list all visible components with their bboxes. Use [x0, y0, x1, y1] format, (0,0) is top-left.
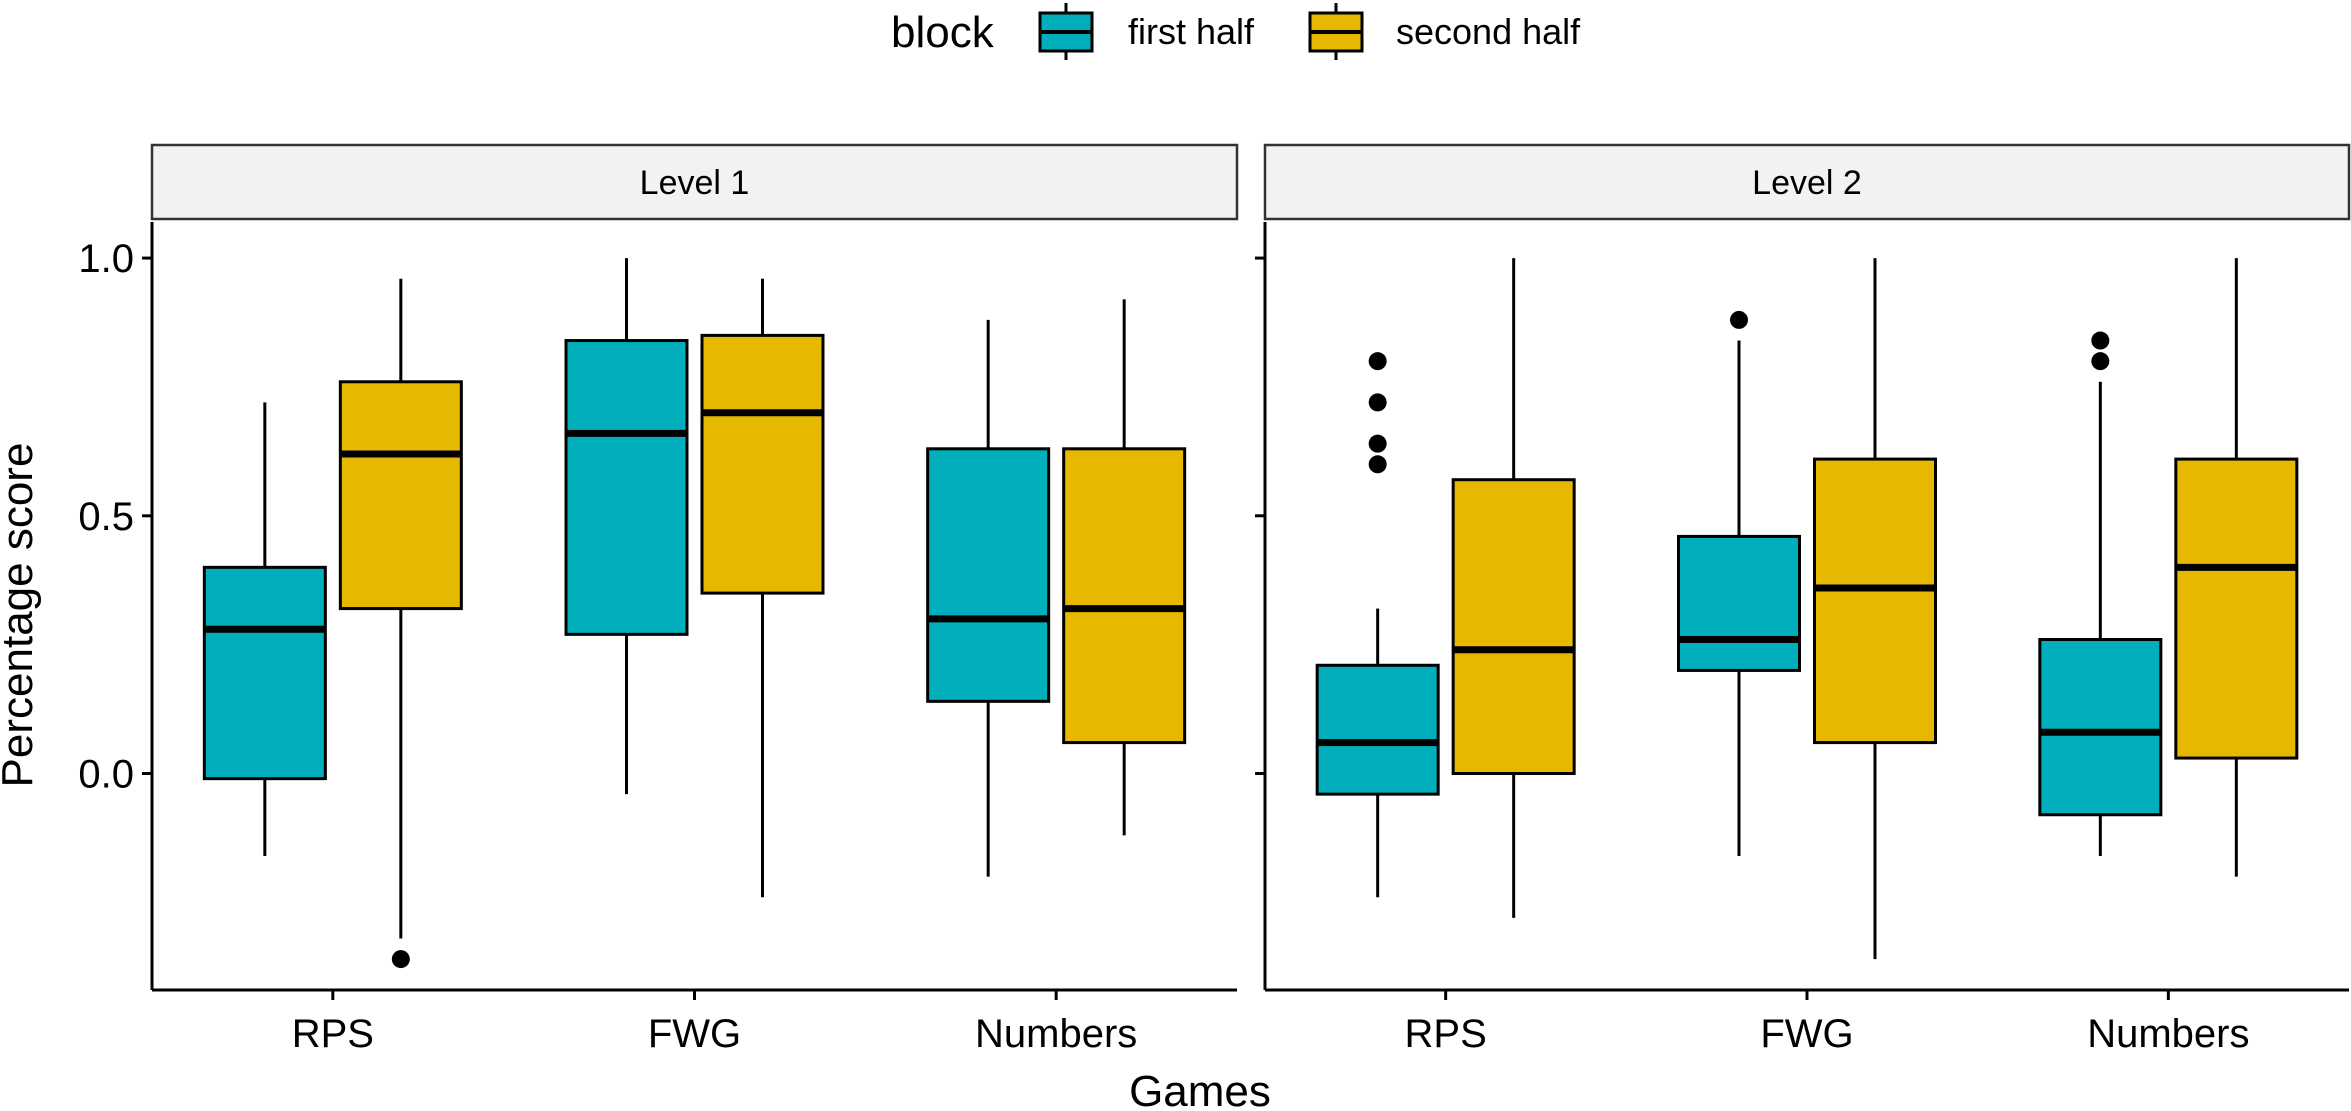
outlier-point: [1368, 352, 1387, 371]
outlier-point: [1368, 434, 1387, 453]
box-numbers-second-half: [2174, 258, 2299, 877]
box-rps-second-half: [1451, 258, 1576, 918]
box-fwg-second-half: [1813, 258, 1937, 960]
facet-strip: [1263, 143, 2351, 221]
y-tick-label: 0.5: [78, 495, 134, 539]
legend: block first half second half: [891, 3, 1581, 60]
box-body: [700, 333, 825, 595]
box-body: [564, 339, 689, 636]
outlier-point: [1730, 310, 1748, 329]
box-body: [1062, 447, 1187, 745]
outlier-point: [391, 950, 410, 969]
outlier-point: [2091, 352, 2110, 371]
y-tick-label: 1.0: [78, 237, 134, 281]
outlier-point: [1368, 455, 1387, 474]
box-body: [1451, 478, 1576, 776]
x-tick-label: FWG: [648, 1012, 741, 1056]
x-tick-label: Numbers: [2087, 1012, 2249, 1056]
box-body: [202, 565, 327, 781]
legend-key-second-half: second half: [1308, 3, 1581, 60]
box-body: [1677, 534, 1801, 672]
box-body: [1315, 663, 1440, 796]
box-body: [338, 380, 463, 611]
facet-strip: [150, 143, 1239, 221]
box-body: [926, 447, 1051, 703]
box-body: [2174, 457, 2299, 760]
legend-key-first-half: first half: [1038, 3, 1255, 60]
y-tick-label: 0.0: [78, 753, 134, 797]
box-rps-first-half: [1315, 352, 1440, 898]
legend-title: block: [891, 8, 995, 57]
box-numbers-first-half: [2038, 331, 2163, 856]
x-tick-label: RPS: [1405, 1012, 1487, 1056]
box-fwg-first-half: [1677, 310, 1801, 856]
outlier-point: [1368, 393, 1387, 412]
box-body: [1813, 457, 1937, 745]
panels: Level 1 0.0 0.5 1.0 RPS FWG Numbers Level 2 RPS F…: [78, 143, 2351, 1056]
x-axis-title: Games: [1129, 1067, 1271, 1111]
x-tick-label: Numbers: [975, 1012, 1137, 1056]
box-rps-first-half: [202, 402, 327, 856]
legend-label: first half: [1128, 11, 1255, 52]
panel-1: Level 1 0.0 0.5 1.0 RPS FWG Numbers: [78, 143, 1239, 1056]
box-body: [2038, 638, 2163, 817]
x-tick-label: FWG: [1760, 1012, 1853, 1056]
outlier-point: [2091, 331, 2110, 350]
box-fwg-first-half: [564, 258, 689, 795]
box-fwg-second-half: [700, 278, 825, 898]
box-rps-second-half: [338, 278, 463, 969]
facet-strip-label: Level 1: [640, 164, 750, 202]
y-axis-title: Percentage score: [0, 443, 42, 788]
x-tick-label: RPS: [292, 1012, 374, 1056]
panel-2: Level 2 RPS FWG Numbers: [1255, 143, 2351, 1056]
box-numbers-second-half: [1062, 299, 1187, 836]
legend-label: second half: [1396, 11, 1581, 52]
facet-strip-label: Level 2: [1752, 164, 1862, 202]
box-numbers-first-half: [926, 319, 1051, 877]
